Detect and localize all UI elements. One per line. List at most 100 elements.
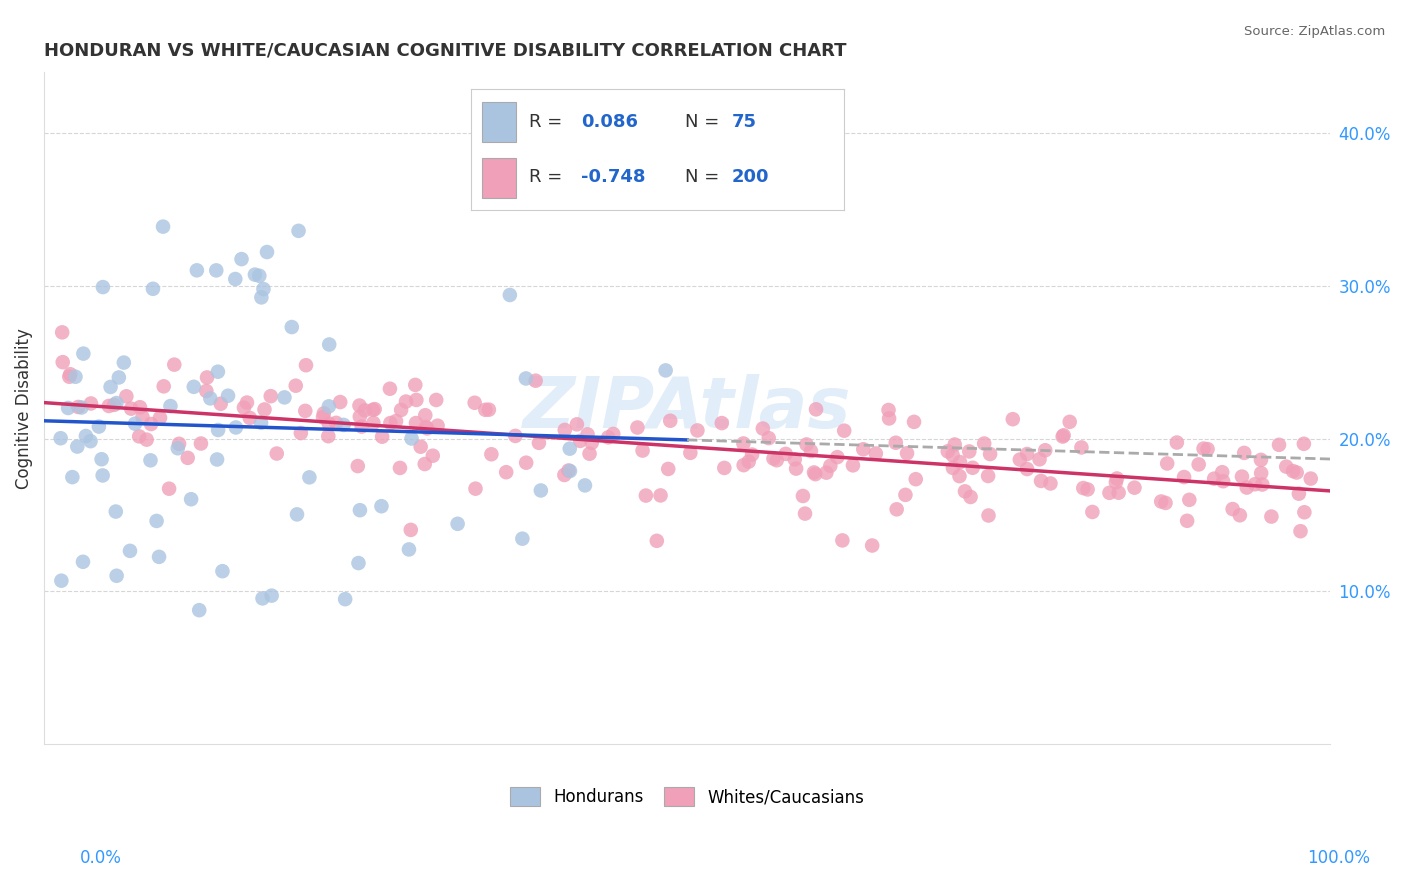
Point (1105, 475, 1128, 490)
Point (827, 450, 849, 464)
Point (578, 447, 600, 461)
Point (72, 346, 94, 360)
Point (569, 434, 592, 448)
Point (52, 355, 75, 369)
Point (195, 370, 218, 384)
Point (1212, 474, 1234, 488)
Point (865, 446, 887, 460)
Point (1081, 505, 1104, 519)
Point (896, 446, 918, 460)
Point (524, 374, 547, 388)
Point (333, 592, 356, 607)
Point (1260, 509, 1282, 524)
Point (252, 282, 274, 296)
Point (1294, 505, 1316, 519)
Point (530, 483, 553, 498)
Point (831, 533, 853, 548)
Point (581, 435, 603, 450)
Point (752, 421, 775, 435)
Point (1156, 457, 1178, 471)
Point (312, 410, 335, 425)
Point (852, 442, 875, 457)
Point (135, 433, 157, 447)
Point (1188, 458, 1211, 472)
Point (231, 252, 253, 266)
Point (80, 396, 103, 410)
Point (318, 429, 340, 443)
Point (877, 411, 900, 425)
Text: ZIPAtlas: ZIPAtlas (523, 374, 852, 442)
Point (783, 452, 806, 467)
Point (425, 392, 447, 407)
Point (145, 514, 167, 528)
Point (645, 533, 668, 548)
Point (104, 504, 127, 518)
Point (558, 464, 581, 478)
Point (650, 488, 672, 502)
Point (209, 397, 232, 411)
Point (239, 410, 262, 425)
Point (957, 444, 980, 458)
Point (1197, 442, 1219, 457)
Point (380, 416, 402, 430)
Point (1268, 438, 1291, 452)
Point (765, 453, 787, 467)
Point (180, 492, 202, 507)
Point (389, 403, 412, 417)
Point (247, 268, 270, 283)
Point (329, 395, 352, 409)
Point (565, 417, 588, 432)
Point (167, 437, 190, 451)
Point (710, 416, 733, 430)
Point (499, 288, 522, 302)
Point (211, 564, 233, 578)
Point (1178, 492, 1201, 507)
Point (762, 451, 785, 466)
Point (200, 392, 222, 406)
Point (959, 490, 981, 504)
Point (87, 419, 110, 434)
Point (370, 499, 392, 513)
Text: Source: ZipAtlas.com: Source: ZipAtlas.com (1244, 25, 1385, 38)
Point (733, 458, 755, 472)
Point (287, 224, 309, 238)
Point (243, 268, 266, 282)
Point (679, 446, 702, 460)
Point (399, 523, 422, 537)
Point (91, 468, 114, 483)
Point (1001, 412, 1024, 426)
Point (886, 502, 908, 516)
Point (803, 466, 825, 480)
Point (758, 431, 780, 445)
Point (413, 457, 436, 471)
Point (495, 465, 517, 479)
Point (51, 574, 73, 588)
Point (177, 450, 200, 465)
Point (350, 419, 373, 434)
Point (884, 435, 907, 450)
Point (796, 437, 818, 451)
Point (659, 414, 682, 428)
Point (183, 380, 205, 394)
Point (626, 420, 648, 434)
Point (1039, 476, 1062, 491)
Text: 0.086: 0.086 (581, 112, 638, 131)
Point (353, 403, 375, 417)
Point (190, 436, 212, 450)
Point (129, 401, 152, 415)
Point (318, 337, 340, 351)
Point (553, 467, 575, 482)
Point (1166, 435, 1188, 450)
Point (1211, 465, 1233, 479)
Point (860, 539, 883, 553)
Point (804, 467, 827, 482)
Point (953, 484, 976, 499)
Point (349, 503, 371, 517)
Point (250, 290, 273, 304)
Point (733, 436, 755, 450)
Point (139, 417, 162, 431)
Point (1285, 466, 1308, 480)
Point (112, 355, 135, 369)
Point (598, 430, 620, 444)
Point (157, 482, 180, 496)
